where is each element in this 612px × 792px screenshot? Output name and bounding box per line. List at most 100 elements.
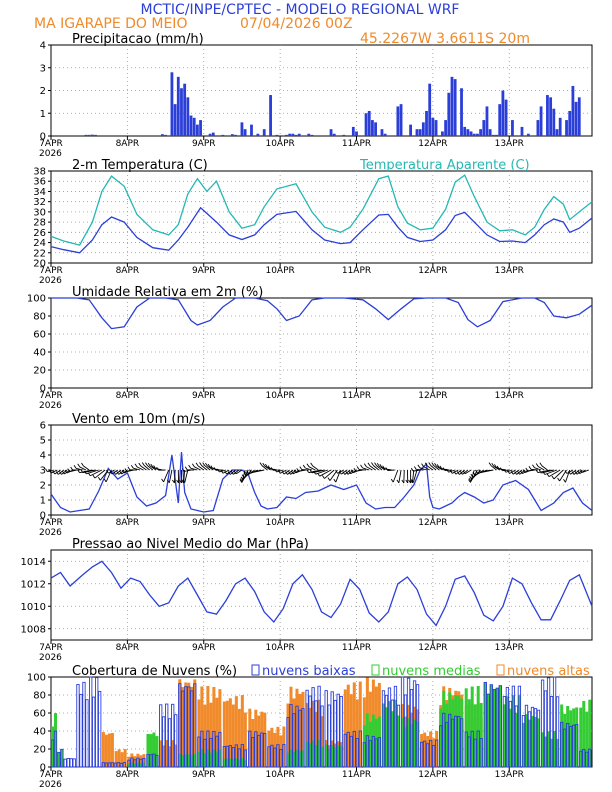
humidity-panel-frame <box>50 297 593 389</box>
run-date: 07/04/2026 00Z <box>240 16 353 32</box>
wind-barb-flag <box>224 470 228 475</box>
wind-barb <box>194 466 201 471</box>
wind-barb <box>204 465 211 471</box>
cloud-bar-low <box>165 703 169 768</box>
wind-barb-flag <box>216 468 220 473</box>
precip-bar <box>342 134 346 136</box>
wind-barb-flag <box>557 477 560 482</box>
wind-barb <box>362 467 370 471</box>
y-tick-label: 0 <box>40 384 46 395</box>
cloud-bar-high <box>206 686 210 767</box>
cloud-bar-high <box>162 745 166 767</box>
wind-barb-flag <box>371 462 374 466</box>
cloud-bar-mid <box>368 721 372 767</box>
precip-bar <box>243 129 247 136</box>
cloud-bar-mid <box>479 702 483 767</box>
wind-barb-flag <box>363 463 367 467</box>
cloud-bar-mid <box>374 718 378 767</box>
cloud-bar-low <box>521 715 526 768</box>
wind-barb-flag <box>145 462 148 466</box>
cloud-bar-low <box>495 687 499 768</box>
cloud-bar-low <box>206 730 210 768</box>
precip-bar <box>488 129 492 136</box>
wind-barb-flag <box>230 471 234 475</box>
cloud-bar-low <box>327 704 331 768</box>
cloud-bar-mid <box>544 736 548 767</box>
cloud-bar-mid <box>206 749 210 767</box>
y-tick-label: 34 <box>33 187 46 198</box>
precip-bar <box>310 134 314 136</box>
cloud-bar-low <box>435 739 439 768</box>
y-tick-label: 100 <box>27 294 46 305</box>
cloud-bar-low <box>133 759 137 768</box>
wind-barb-flag <box>77 469 81 473</box>
cloud-bar-low <box>127 759 131 768</box>
wind-barb-flag <box>442 467 446 471</box>
cloud-bar-low <box>486 693 490 768</box>
y-tick-label: 1008 <box>21 624 46 635</box>
cloud-bar-mid <box>410 724 414 767</box>
x-tick-label: 13APR <box>495 139 524 149</box>
cloud-bar-low <box>184 686 188 768</box>
cloud-panel: 7APR 8APR 9APR 10APR 11APR 12APR 13APR 2026 0 20 4… <box>27 664 593 790</box>
cloud-bar-mid <box>442 690 446 767</box>
cloud-bar-mid <box>149 734 153 767</box>
cloud-bar-low <box>276 744 280 768</box>
wind-barb-flag <box>408 479 412 484</box>
cloud-bar-low <box>234 744 238 768</box>
precip-bar <box>491 134 495 136</box>
cloud-bar-low <box>579 750 583 768</box>
precip-panel: 7APR 8APR 9APR 10APR 11APR 12APR 13APR 2026 0 1 2 3… <box>39 32 593 159</box>
x-year-label: 2026 <box>39 276 62 286</box>
y-tick-label: 100 <box>27 673 46 684</box>
cloud-bar-high <box>301 691 305 767</box>
x-tick-label: 10APR <box>265 391 294 401</box>
y-tick-label: 32 <box>33 197 46 208</box>
x-tick-label: 7APR <box>39 643 63 653</box>
cloud-bar-high <box>184 682 188 767</box>
wind-barb <box>516 469 523 475</box>
wind-barb-flag <box>55 471 59 475</box>
wind-barb-flag <box>202 462 206 466</box>
cloud-bar-low <box>53 730 58 768</box>
cloud-bar-low <box>330 691 334 768</box>
y-tick-label: 20 <box>33 259 46 270</box>
y-tick-label: 0 <box>40 132 46 143</box>
wind-barb-flag <box>181 468 185 472</box>
cloud-bar-high <box>123 749 127 767</box>
y-tick-label: 1010 <box>21 602 46 613</box>
wind-barb-flag <box>181 479 185 484</box>
y-tick-label: 1 <box>40 496 46 507</box>
wind-barb <box>427 465 434 471</box>
wind-barb-flag <box>113 471 116 475</box>
cloud-bar-mid <box>514 712 518 767</box>
wind-barb-flag <box>532 464 535 468</box>
cloud-bar-mid <box>470 686 474 767</box>
cloud-bar-low <box>119 762 124 768</box>
wind-barb-flag <box>413 466 417 470</box>
wind-barb-flag <box>338 470 342 475</box>
wind-barb-flag <box>428 462 432 466</box>
y-tick-label: 26 <box>33 228 46 239</box>
cloud-bar-low <box>171 703 175 768</box>
wind-barb-flag <box>182 479 186 483</box>
wind-barb <box>530 468 538 471</box>
cloud-bar-low <box>85 699 89 768</box>
cloud-bar-high <box>203 704 207 767</box>
precip-bar <box>511 120 514 136</box>
wind-barb-flag <box>348 470 351 475</box>
cloud-bar-low <box>464 731 468 768</box>
wind-barb <box>419 467 427 471</box>
x-year-label: 2026 <box>39 149 62 159</box>
wind-barb-flag <box>327 477 331 481</box>
x-tick-label: 8APR <box>116 643 140 653</box>
cloud-bar-high <box>136 753 140 767</box>
wind-barb-flag <box>134 463 138 468</box>
cloud-bar-low <box>371 735 376 768</box>
wind-barb <box>143 465 150 471</box>
cloud-bar-low <box>320 705 324 768</box>
wind-barb <box>163 469 170 483</box>
wind-barb <box>173 469 176 484</box>
cloud-bar-mid <box>187 754 191 767</box>
wind-barb-flag <box>109 470 113 475</box>
